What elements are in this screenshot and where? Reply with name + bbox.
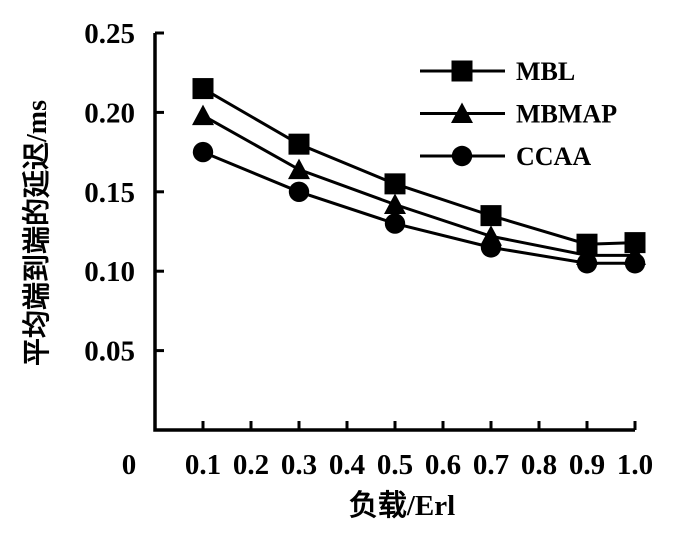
x-tick-label: 0.6 (425, 449, 461, 481)
origin-tick-label: 0 (122, 449, 137, 481)
legend-label-CCAA: CCAA (516, 142, 591, 171)
circle-marker-CCAA (384, 213, 406, 234)
circle-marker-CCAA (480, 237, 502, 258)
triangle-marker-MBMAP (384, 193, 406, 215)
square-marker-MBL (192, 78, 214, 100)
legend-label-MBL: MBL (516, 57, 575, 86)
legend-triangle-icon (451, 102, 473, 123)
square-marker-MBL (480, 205, 502, 227)
x-tick-label: 0.9 (569, 449, 605, 481)
legend-label-MBMAP: MBMAP (516, 100, 617, 129)
square-marker-MBL (384, 173, 406, 195)
legend: MBL MBMAP CCAA (420, 57, 617, 171)
circle-marker-CCAA (192, 141, 214, 163)
x-tick-label: 0.3 (281, 449, 317, 481)
legend-circle-icon (451, 145, 473, 167)
legend-item-MBL: MBL (420, 57, 575, 86)
y-tick-label: 0.20 (84, 97, 135, 129)
x-tick-label: 0.1 (185, 449, 221, 481)
y-tick-label: 0.15 (84, 177, 135, 209)
triangle-marker-MBMAP (288, 158, 310, 180)
circle-marker-CCAA (288, 181, 310, 202)
square-marker-MBL (624, 232, 646, 254)
legend-square-icon (451, 60, 473, 82)
circle-marker-CCAA (576, 253, 598, 274)
circle-marker-CCAA (624, 253, 646, 274)
legend-item-MBMAP: MBMAP (420, 100, 617, 129)
x-tick-label: 1.0 (617, 449, 653, 481)
series-CCAA (192, 141, 646, 274)
triangle-marker-MBMAP (192, 104, 214, 126)
x-tick-label: 0.5 (377, 449, 413, 481)
y-tick-label: 0.25 (84, 18, 135, 50)
x-tick-label: 0.8 (521, 449, 557, 481)
x-tick-label: 0.7 (473, 449, 509, 481)
legend-item-CCAA: CCAA (420, 142, 591, 171)
x-axis-title: 负载/Erl (349, 489, 455, 522)
axis-lines (153, 33, 635, 432)
y-tick-label: 0.05 (84, 336, 135, 368)
square-marker-MBL (288, 133, 310, 155)
y-axis-title: 平均端到端的延迟/ms (20, 100, 53, 366)
series-MBL (192, 78, 646, 255)
plot-area: 0.05 0.10 0.15 0.20 0.25 0.1 0.2 0.3 0.4 0.5 0.6 0.… (84, 18, 653, 481)
x-tick-label: 0.2 (233, 449, 269, 481)
square-marker-MBL (576, 233, 598, 255)
x-tick-label: 0.4 (329, 449, 365, 481)
series-line-MBMAP (202, 114, 635, 257)
y-tick-label: 0.10 (84, 256, 135, 288)
